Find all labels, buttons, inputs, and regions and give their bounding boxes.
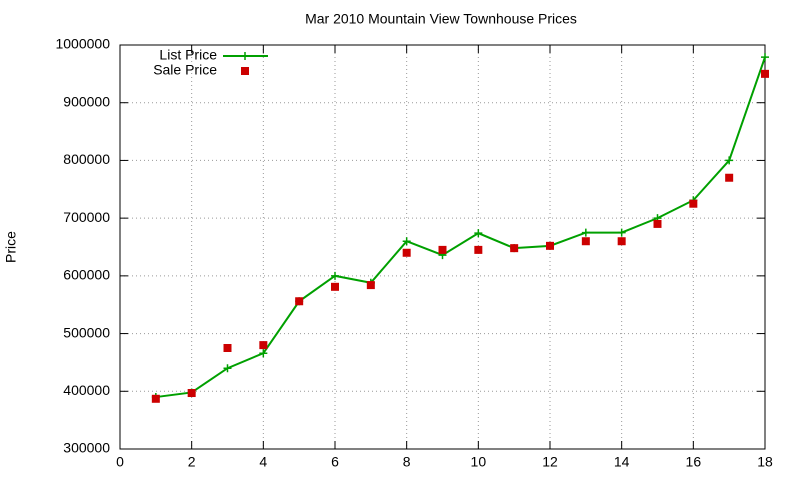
data-point (402, 248, 411, 257)
legend-label: Sale Price (153, 62, 217, 78)
y-tick-label: 300000 (63, 440, 110, 456)
x-tick-label: 4 (259, 454, 267, 470)
y-axis-label: Price (3, 231, 19, 263)
data-point (689, 199, 698, 208)
y-tick-label: 400000 (63, 382, 110, 398)
data-point (617, 237, 626, 246)
y-tick-label: 800000 (63, 151, 110, 167)
data-point (761, 69, 769, 78)
y-tick-label: 600000 (63, 267, 110, 283)
x-tick-label: 10 (471, 454, 487, 470)
x-tick-label: 18 (757, 454, 773, 470)
x-tick-label: 6 (331, 454, 339, 470)
x-tick-label: 16 (686, 454, 702, 470)
x-tick-label: 2 (188, 454, 196, 470)
data-point (187, 389, 196, 398)
y-tick-label: 1000000 (55, 36, 110, 52)
legend-marker (241, 52, 249, 60)
data-point (761, 53, 769, 62)
data-point (725, 156, 734, 165)
data-point (510, 244, 519, 253)
x-tick-label: 0 (116, 454, 124, 470)
data-point (474, 229, 483, 238)
chart-title: Mar 2010 Mountain View Townhouse Prices (305, 11, 577, 27)
data-point (366, 281, 375, 290)
series-line (155, 56, 766, 399)
legend-marker (241, 67, 249, 75)
data-point (331, 271, 339, 280)
data-point (223, 344, 232, 352)
data-point (259, 349, 268, 358)
data-point (151, 394, 160, 403)
data-point (402, 237, 411, 246)
data-point (295, 297, 304, 306)
data-point (617, 228, 626, 237)
data-point (259, 341, 268, 350)
y-tick-label: 700000 (63, 209, 110, 225)
x-tick-label: 14 (614, 454, 630, 470)
x-tick-label: 12 (542, 454, 558, 470)
data-point (581, 228, 590, 237)
data-point (474, 245, 483, 254)
x-tick-label: 8 (403, 454, 411, 470)
data-point (581, 237, 590, 246)
data-point (546, 241, 554, 250)
data-point (725, 173, 734, 182)
data-point (438, 245, 447, 254)
plot-border (119, 44, 766, 450)
y-tick-label: 900000 (63, 93, 110, 109)
data-point (331, 282, 339, 291)
data-point (223, 364, 232, 373)
data-point (653, 219, 662, 228)
legend-label: List Price (159, 47, 217, 63)
y-tick-label: 500000 (63, 324, 110, 340)
